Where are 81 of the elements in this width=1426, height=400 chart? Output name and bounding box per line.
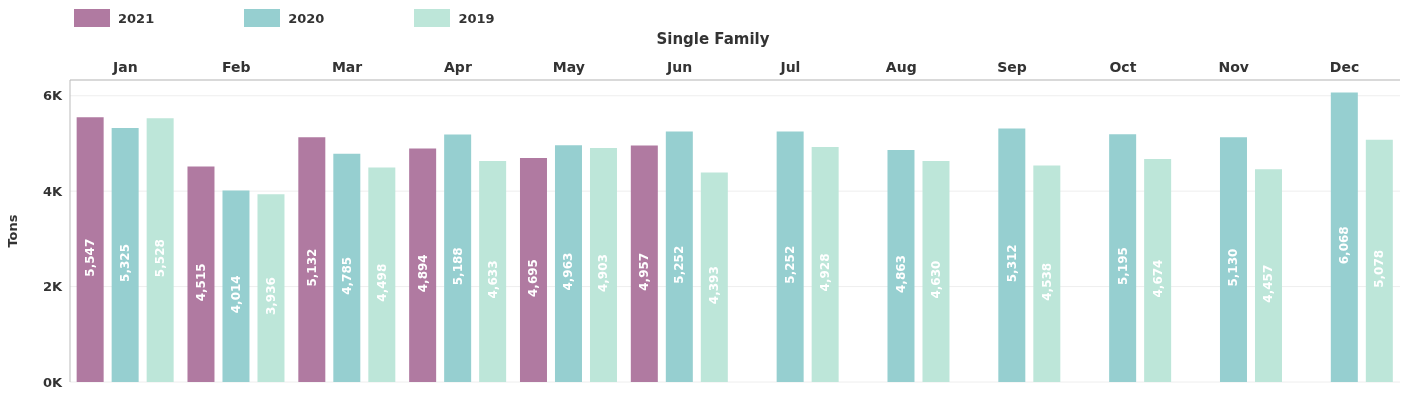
bar <box>1365 139 1393 382</box>
bar <box>630 145 658 382</box>
bar <box>1109 134 1137 382</box>
x-tick-label: Sep <box>997 59 1027 75</box>
data-label: 6,068 <box>1337 226 1352 265</box>
data-label: 5,130 <box>1226 248 1241 287</box>
data-label: 5,195 <box>1115 247 1130 286</box>
data-label: 4,633 <box>485 260 500 299</box>
bar <box>368 167 396 382</box>
bar <box>409 148 437 382</box>
data-label: 5,188 <box>450 247 465 286</box>
data-label: 4,903 <box>596 254 611 293</box>
data-label: 4,515 <box>193 263 208 302</box>
data-label: 5,132 <box>304 248 319 287</box>
data-label: 4,863 <box>893 255 908 293</box>
data-label: 3,936 <box>263 277 278 316</box>
chart-title: Single Family <box>655 29 771 50</box>
x-tick-label: Jan <box>112 59 138 75</box>
data-label: 4,963 <box>561 252 576 291</box>
bar <box>1033 165 1061 382</box>
bar <box>257 194 285 382</box>
bar <box>519 158 547 382</box>
y-tick-label: 0K <box>42 374 63 390</box>
x-tick-label: Aug <box>885 59 917 75</box>
bar <box>776 131 804 382</box>
data-label: 4,538 <box>1039 262 1054 301</box>
x-tick-label: Feb <box>221 59 251 75</box>
bar <box>998 128 1026 382</box>
data-label: 4,928 <box>818 253 833 292</box>
bar <box>1219 137 1247 382</box>
data-label: 4,014 <box>228 275 243 314</box>
data-label: 4,457 <box>1261 264 1276 303</box>
x-tick-label: Mar <box>331 59 363 75</box>
bar <box>554 145 582 382</box>
data-label: 4,894 <box>415 254 430 293</box>
x-tick-label: Jul <box>779 59 801 75</box>
data-label: 5,252 <box>783 245 798 284</box>
data-label: 4,695 <box>526 259 541 297</box>
data-label: 4,674 <box>1150 259 1165 298</box>
data-label: 5,547 <box>83 238 98 277</box>
bar <box>111 127 139 382</box>
bar <box>665 131 693 382</box>
x-tick-label: Jun <box>666 59 693 75</box>
y-tick-label: 6K <box>42 88 63 104</box>
bar <box>700 172 728 382</box>
y-tick-label: 4K <box>42 183 63 199</box>
bar <box>479 160 507 382</box>
data-label: 5,078 <box>1372 249 1387 288</box>
legend-label: 2019 <box>458 10 495 26</box>
bar <box>76 117 104 382</box>
x-tick-label: Nov <box>1218 59 1249 75</box>
data-label: 4,957 <box>637 252 652 291</box>
bar <box>887 149 915 382</box>
legend-label: 2020 <box>288 10 325 26</box>
bar <box>1254 169 1282 382</box>
bar <box>146 118 174 382</box>
y-axis-title: Tons <box>4 214 20 248</box>
x-tick-label: Oct <box>1109 59 1137 75</box>
data-label: 5,312 <box>1004 244 1019 283</box>
data-label: 4,393 <box>707 266 722 305</box>
data-label: 5,528 <box>153 239 168 278</box>
bar <box>922 161 950 382</box>
data-label: 5,325 <box>118 243 133 282</box>
bar <box>333 153 361 382</box>
bar <box>298 137 326 382</box>
bar <box>811 146 839 382</box>
bar <box>1330 92 1358 382</box>
bar <box>444 134 472 382</box>
x-tick-label: May <box>552 59 585 75</box>
y-tick-label: 2K <box>42 279 63 295</box>
legend-label: 2021 <box>118 10 155 26</box>
bar <box>222 190 250 382</box>
x-tick-label: Dec <box>1329 59 1360 75</box>
bar <box>187 166 215 382</box>
data-label: 4,785 <box>339 256 354 295</box>
bar <box>589 148 617 382</box>
data-label: 5,252 <box>672 245 687 284</box>
data-label: 4,630 <box>928 260 943 299</box>
x-tick-label: Apr <box>444 59 472 75</box>
bar <box>1144 159 1172 382</box>
data-label: 4,498 <box>374 263 389 302</box>
